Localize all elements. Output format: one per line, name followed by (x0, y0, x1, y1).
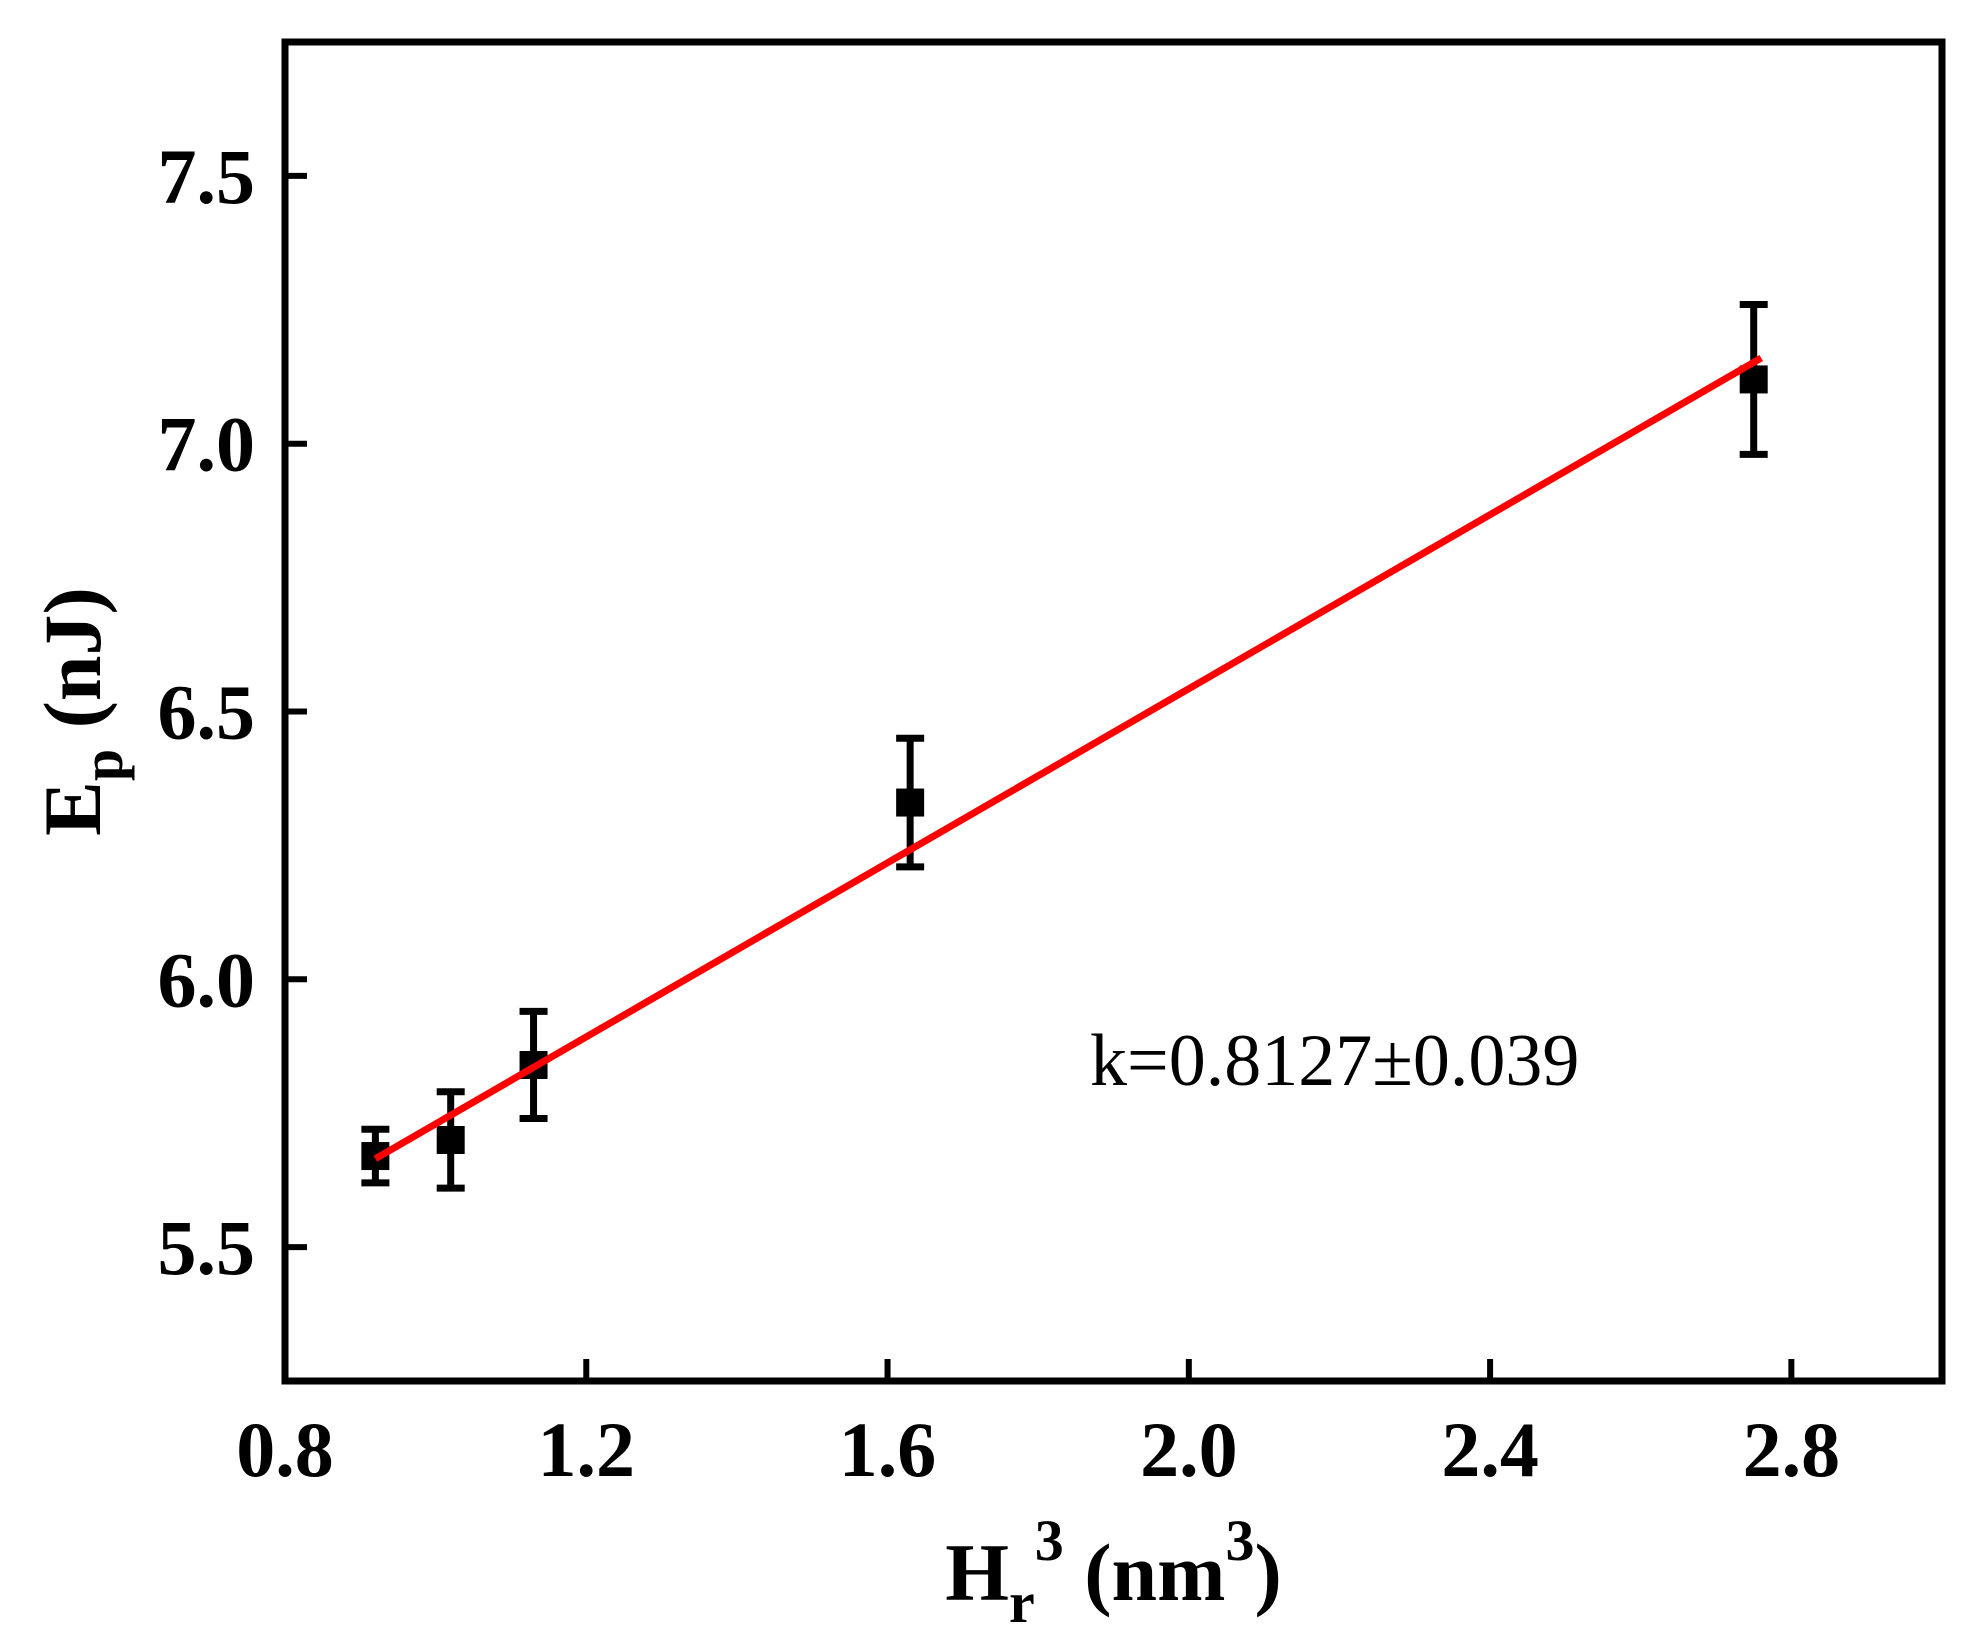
label-part: ) (1254, 1527, 1281, 1618)
label-part: 3 (1035, 1508, 1064, 1573)
label-part: H (945, 1527, 1009, 1618)
x-tick-label: 1.6 (839, 1406, 937, 1493)
x-tick-label: 2.8 (1743, 1406, 1841, 1493)
plot-frame (281, 38, 1946, 1385)
y-tick-label: 6.0 (158, 936, 256, 1023)
label-part: 3 (1225, 1508, 1254, 1573)
point (436, 1125, 465, 1154)
fit-line (373, 354, 1763, 1162)
x-axis-title: Hr​3​ (nm3​) (945, 1508, 1282, 1635)
label-part: (nm (1064, 1527, 1226, 1618)
y-axis-title: Ep​ (nJ) (27, 587, 135, 836)
x-tick-label: 2.0 (1140, 1406, 1238, 1493)
x-tick-label: 2.4 (1441, 1406, 1539, 1493)
label-part: r (1009, 1570, 1035, 1635)
y-tick-label: 5.5 (158, 1204, 256, 1291)
y-tick-label: 6.5 (158, 669, 256, 756)
y-tick-label: 7.5 (158, 133, 256, 220)
annotation: k=0.8127±0.039 (1090, 1020, 1579, 1102)
label-part: E (27, 781, 118, 836)
x-tick-label: 1.2 (538, 1406, 636, 1493)
point (896, 788, 925, 817)
label-part: p (70, 749, 135, 781)
y-tick-label: 7.0 (158, 401, 256, 488)
label-part: (nJ) (27, 587, 118, 749)
x-tick-label: 0.8 (236, 1406, 334, 1493)
